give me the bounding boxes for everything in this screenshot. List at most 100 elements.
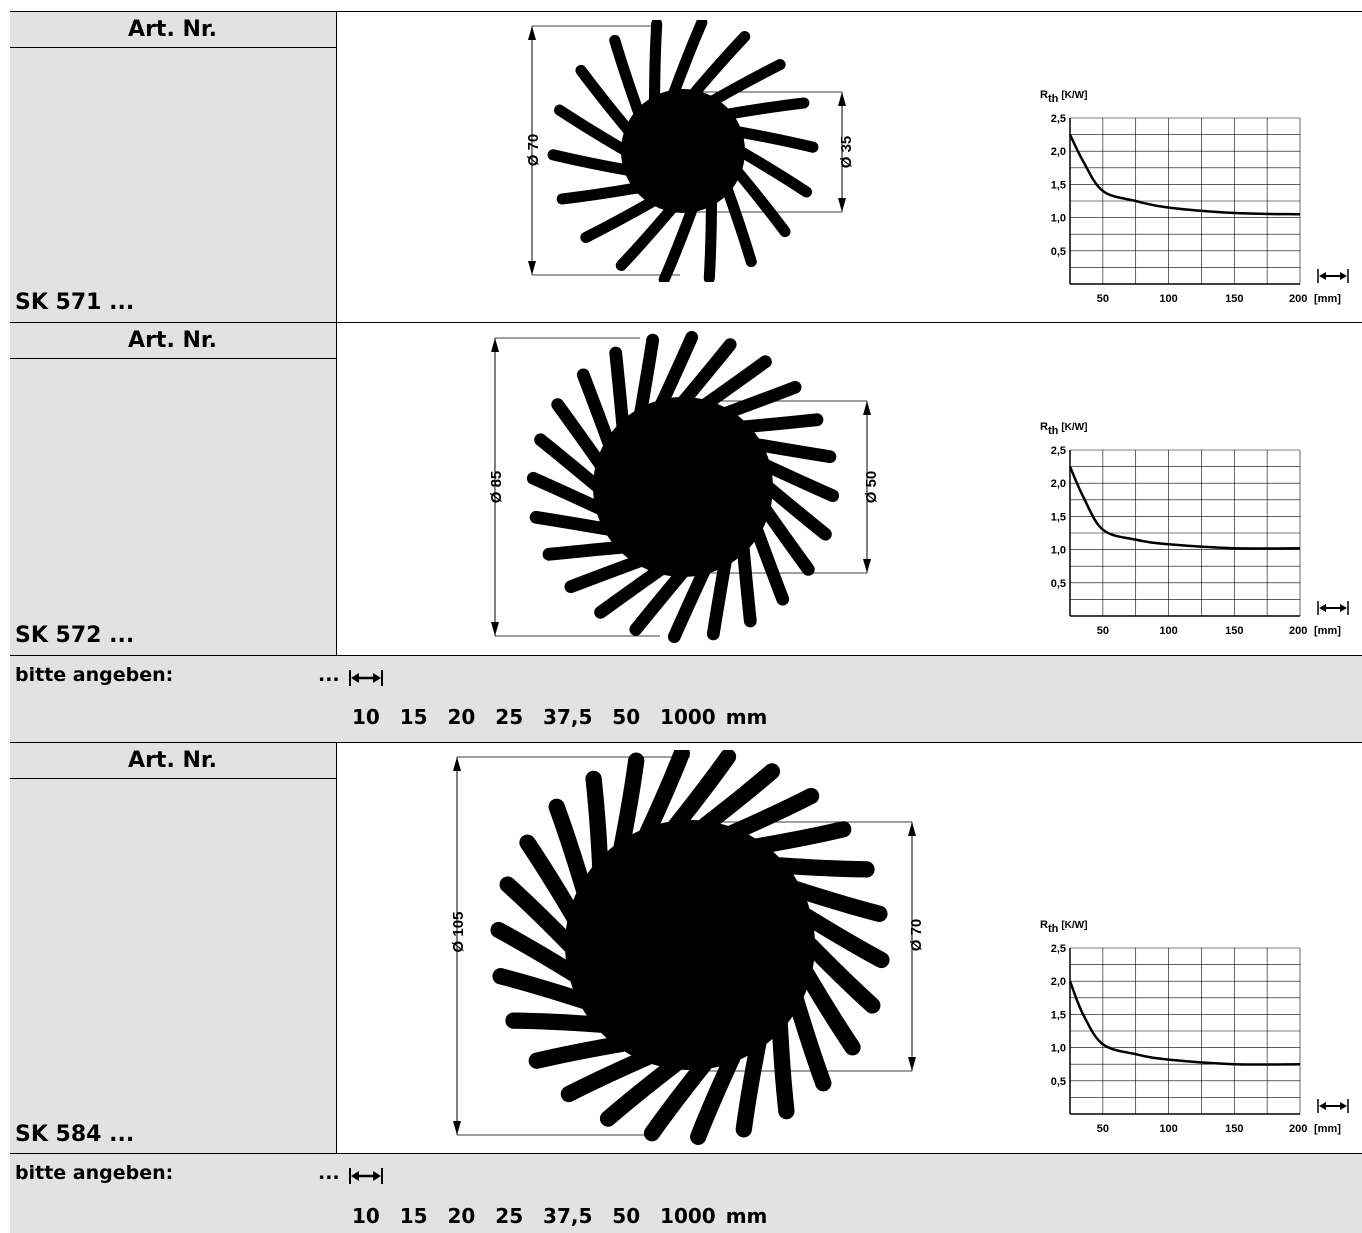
heatsink-fin [499,876,579,954]
length-row-bg-1 [10,656,1362,742]
heatsink-fin [750,821,852,855]
y-tick-label: 0,5 [1051,578,1066,590]
heatsink-fin [705,59,786,108]
x-tick-label: 100 [1159,625,1177,637]
heatsink-fin [490,921,582,982]
rth-curve [1068,980,1301,1066]
y-tick-label: 1,5 [1051,511,1066,523]
y-tick-label: 2,0 [1051,146,1066,158]
heatsink-fin [719,380,802,420]
divider [10,358,336,359]
heatsink-fin [547,149,635,177]
x-axis-label: [mm] [1314,1123,1341,1135]
heatsink-fin [639,750,690,841]
heatsink-fin [609,346,630,434]
heatsink-fin [801,936,881,1014]
art-nr-header: Art. Nr. [128,748,217,773]
x-tick-label: 150 [1225,1123,1243,1135]
length-row-bg-2 [10,1154,1362,1233]
heatsink-fin [564,554,647,594]
heatsink-fin [528,1035,630,1069]
heatsink-fin [798,908,890,969]
heatsink-fin [731,125,819,153]
y-tick-label: 0,5 [1051,1076,1066,1088]
x-axis-label: [mm] [1314,293,1341,305]
inner-diameter-label: Ø 50 [863,471,880,504]
length-arrow-icon [1340,604,1347,612]
heatsink-core [565,820,815,1070]
inner-diameter-label: Ø 35 [838,136,855,169]
y-tick-label: 1,5 [1051,1009,1066,1021]
y-tick-label: 2,5 [1051,943,1066,955]
heatsink-fin [629,565,690,636]
heatsink-fin [526,471,608,516]
heatsink-drawing: Ø 70 Ø 35 [525,20,855,282]
x-tick-label: 100 [1159,293,1177,305]
heatsink-fin [556,182,645,205]
heatsink-fin [690,1049,741,1145]
heatsink-fin [696,763,781,835]
heatsink-fin [736,540,757,628]
x-tick-label: 200 [1289,1123,1307,1135]
art-nr-header: Art. Nr. [128,328,217,353]
divider [10,47,336,48]
y-tick-label: 1,0 [1051,1043,1066,1055]
heatsink-fin [519,834,582,925]
heatsink-drawing: Ø 85 Ø 50 [488,330,880,644]
y-axis-label: Rth [K/W] [1040,919,1087,935]
heatsink-fin [750,438,837,464]
length-arrow-icon [1340,1102,1347,1110]
outer-diameter-label: Ø 85 [488,471,505,504]
left-column-bg-2 [10,323,336,655]
heatsink-fin [505,1012,609,1033]
x-tick-label: 150 [1225,625,1243,637]
divider [10,742,1362,743]
heatsink-fin [560,1049,656,1103]
heatsink-fin [735,1035,767,1138]
heatsink-fin [585,770,609,874]
length-options: 10 15 20 25 37,5 50 1000 mm [352,705,768,729]
y-tick-label: 1,0 [1051,213,1066,225]
heatsink-fin [648,20,663,108]
length-arrow-icon [1340,272,1347,280]
heatsink-fin [721,182,757,268]
y-tick-label: 0,5 [1051,246,1066,258]
y-axis-label: Rth [K/W] [1040,89,1087,105]
divider [10,778,336,779]
heatsink-fin [599,1055,684,1127]
heatsink-fin [788,881,888,922]
x-tick-label: 200 [1289,625,1307,637]
divider [10,1153,1362,1154]
length-label: bitte angeben: [15,664,174,686]
outer-diameter-label: Ø 105 [450,912,467,953]
heatsink-fin [731,164,791,238]
heatsink-fin [721,97,810,120]
inner-diameter-label: Ø 70 [908,919,925,952]
heatsink-core [593,397,773,577]
x-tick-label: 100 [1159,1123,1177,1135]
length-label: bitte angeben: [15,1162,174,1184]
sku-label: SK 571 ... [15,290,135,315]
heatsink-fin [736,413,824,434]
sku-label: SK 584 ... [15,1122,135,1147]
heatsink-fin [576,368,616,451]
rth-curve [1068,134,1301,216]
heatsink-fin [676,338,737,409]
thermal-resistance-chart: Rth [K/W] 0,5 1,0 1,5 2,0 2,5 50 100 150 200 [mm] [1040,421,1349,637]
length-arrow-icon [349,1168,383,1184]
y-tick-label: 2,0 [1051,976,1066,988]
heatsink-fin [761,480,832,541]
outer-diameter-label: Ø 70 [525,134,542,167]
divider [10,11,1362,12]
heatsink-fin [758,502,815,576]
heatsink-fin [798,965,861,1056]
heatsink-fin [554,104,632,157]
y-tick-label: 2,5 [1051,445,1066,457]
heatsink-fin [667,20,708,101]
heatsink-fin [698,355,772,412]
heatsink-drawing: Ø 105 Ø 70 [450,750,925,1145]
length-options: 10 15 20 25 37,5 50 1000 mm [352,1204,768,1228]
x-tick-label: 50 [1097,625,1109,637]
y-tick-label: 2,5 [1051,113,1066,125]
y-tick-label: 1,0 [1051,545,1066,557]
